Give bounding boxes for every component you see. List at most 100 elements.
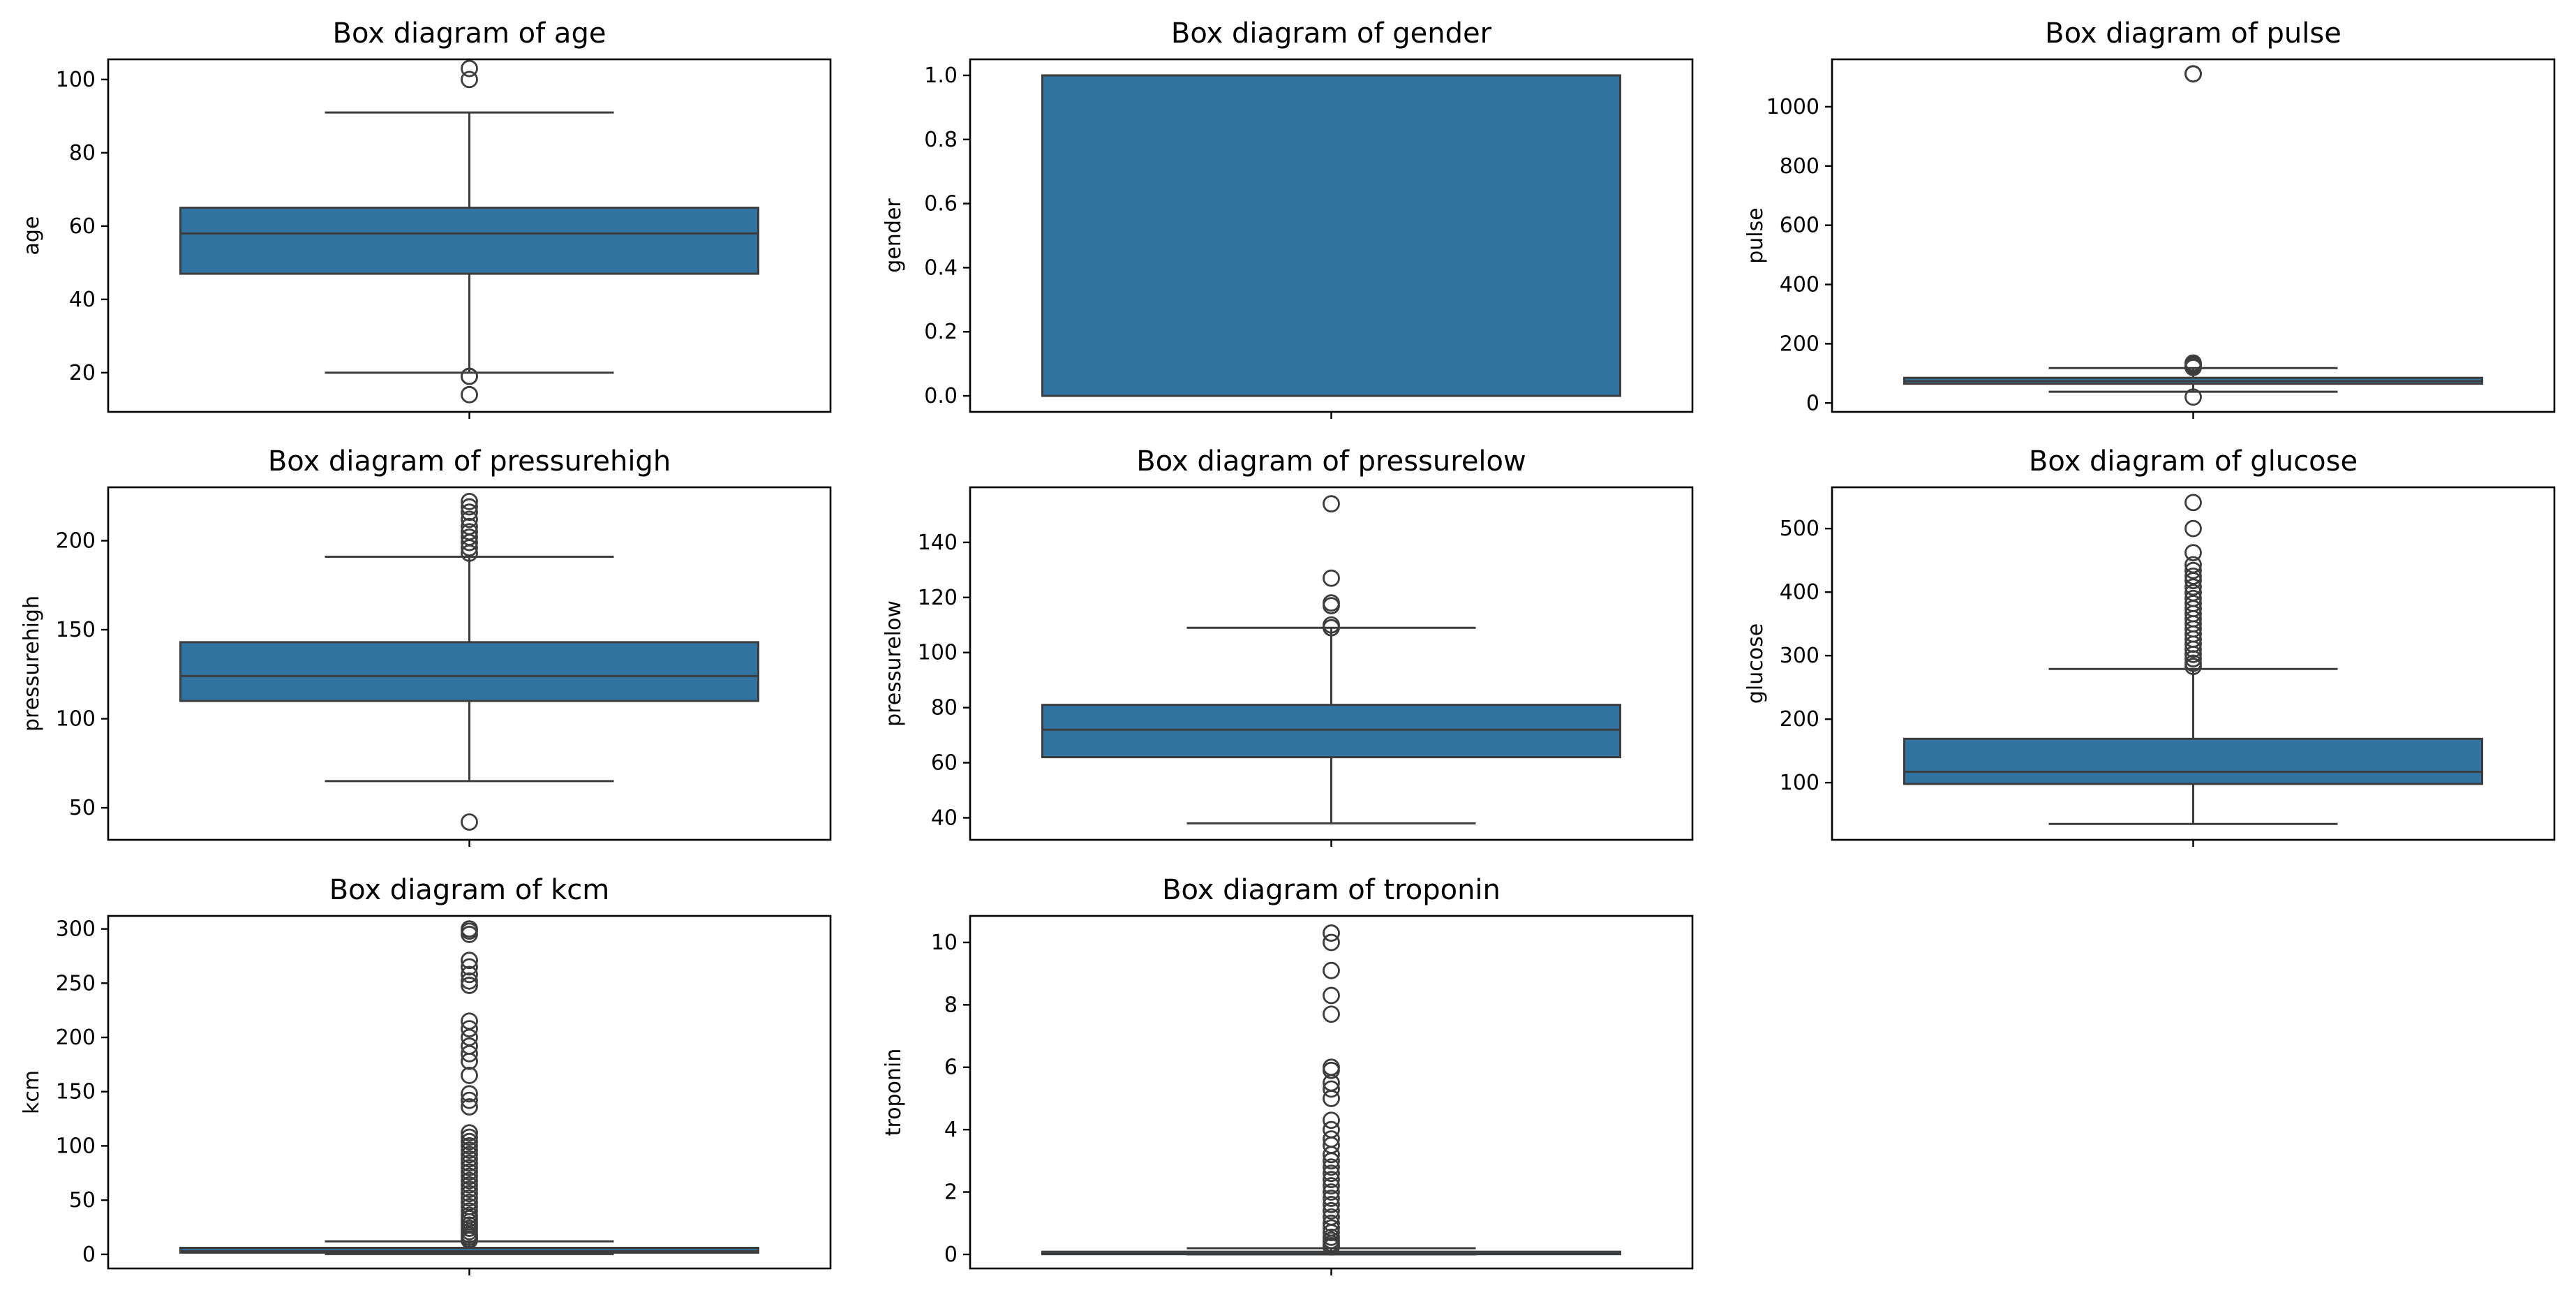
- subplot-kcm: Box diagram of kcm kcm 0 50 100 150 200 250 300: [20, 874, 832, 1275]
- y-tick-label: 0: [1806, 391, 1819, 415]
- outlier-point: [461, 503, 478, 521]
- outlier-point: [461, 544, 478, 562]
- outlier-point: [461, 1163, 478, 1181]
- outlier-point: [1323, 1183, 1340, 1201]
- outlier-point: [461, 1189, 478, 1207]
- y-tick-label: 50: [69, 1188, 96, 1213]
- outlier-point: [2184, 572, 2202, 590]
- y-tick-label: 80: [69, 141, 96, 165]
- subplot-gender: Box diagram of gender gender 0.0 0.2 0.4 0.6 0…: [881, 17, 1694, 419]
- y-axis-label: pressurehigh: [20, 595, 44, 732]
- chart-title: Box diagram of troponin: [1162, 874, 1501, 906]
- y-tick-label: 200: [56, 1026, 96, 1050]
- outlier-point: [461, 510, 478, 528]
- outlier-point: [2184, 388, 2202, 406]
- y-tick-label: 0: [944, 1243, 958, 1267]
- outlier-point: [1323, 1152, 1340, 1170]
- outlier-point: [461, 926, 478, 943]
- chart-title: Box diagram of pressurehigh: [268, 445, 671, 478]
- outlier-point: [1323, 1190, 1340, 1207]
- outlier-point: [1323, 1195, 1340, 1213]
- outlier-point: [461, 533, 478, 552]
- chart-title: Box diagram of pulse: [2045, 17, 2342, 50]
- y-axis-label: age: [20, 216, 44, 256]
- y-tick-label: 10: [931, 931, 958, 955]
- y-tick-label: 100: [56, 707, 96, 732]
- y-tick-label: 100: [56, 68, 96, 92]
- outlier-point: [461, 1067, 478, 1084]
- y-axis-label: kcm: [20, 1070, 44, 1114]
- y-tick-label: 1.0: [924, 64, 958, 88]
- plot-frame: [1831, 486, 2556, 841]
- y-axis-label: gender: [881, 198, 906, 273]
- outlier-point: [2184, 519, 2202, 538]
- subplot-age: Box diagram of age age 20 40 60 80 100: [20, 17, 832, 419]
- outlier-point: [461, 1176, 478, 1194]
- outlier-point: [461, 1137, 478, 1155]
- y-tick-label: 140: [918, 531, 958, 555]
- y-axis-label: glucose: [1743, 623, 1768, 704]
- y-tick-label: 0.4: [924, 256, 958, 280]
- outlier-point: [461, 1085, 478, 1103]
- outlier-point: [461, 1159, 478, 1176]
- plot-frame: [1831, 58, 2556, 413]
- y-tick-label: 300: [56, 917, 96, 942]
- y-tick-label: 40: [931, 806, 958, 830]
- plot-frame: [107, 486, 832, 841]
- y-tick-label: 600: [1780, 214, 1819, 238]
- outlier-point: [461, 1167, 478, 1185]
- outlier-point: [2184, 561, 2202, 579]
- y-tick-label: 0: [82, 1243, 96, 1267]
- outlier-point: [1323, 1224, 1340, 1242]
- outlier-point: [1323, 495, 1340, 513]
- outlier-point: [2184, 658, 2202, 675]
- outlier-point: [1323, 1146, 1340, 1164]
- subplot-pulse: Box diagram of pulse pulse 0 200 400 600 800 10…: [1743, 17, 2556, 419]
- y-tick-label: 4: [944, 1118, 958, 1142]
- y-tick-label: 150: [56, 618, 96, 642]
- y-tick-label: 150: [56, 1080, 96, 1104]
- outlier-point: [2184, 650, 2202, 668]
- outlier-point: [1323, 1111, 1340, 1130]
- plot-frame: [969, 58, 1694, 413]
- outlier-point: [461, 71, 478, 89]
- outlier-point: [461, 813, 478, 831]
- outlier-point: [461, 539, 478, 557]
- outlier-point: [1323, 933, 1340, 952]
- outlier-point: [461, 367, 478, 385]
- outlier-point: [461, 1091, 478, 1109]
- outlier-point: [461, 1202, 478, 1220]
- outlier-point: [461, 498, 478, 516]
- y-tick-label: 50: [69, 796, 96, 820]
- outlier-point: [461, 1098, 478, 1116]
- outlier-point: [461, 1146, 478, 1164]
- y-tick-label: 0.8: [924, 128, 958, 152]
- outlier-point: [461, 977, 478, 994]
- y-tick-label: 8: [944, 993, 958, 1017]
- iqr-box: [179, 207, 759, 275]
- y-tick-label: 0.6: [924, 192, 958, 216]
- plot-frame: [107, 915, 832, 1270]
- chart-title: Box diagram of pressurelow: [1136, 445, 1526, 478]
- outlier-point: [461, 385, 478, 404]
- outlier-point: [461, 1020, 478, 1037]
- outlier-point: [1323, 1090, 1340, 1107]
- outlier-point: [1323, 1005, 1340, 1023]
- outlier-point: [2184, 358, 2202, 376]
- plot-frame: [969, 486, 1694, 841]
- plot-frame: [969, 915, 1694, 1270]
- outlier-point: [461, 965, 478, 984]
- y-tick-label: 80: [931, 696, 958, 720]
- y-tick-label: 40: [69, 288, 96, 312]
- y-axis-label: pressurelow: [881, 600, 906, 727]
- outlier-point: [461, 1231, 478, 1249]
- y-tick-label: 60: [69, 214, 96, 239]
- y-axis-label: pulse: [1743, 207, 1768, 263]
- y-tick-label: 200: [1780, 332, 1819, 356]
- plot-frame: [107, 58, 832, 413]
- outlier-point: [2184, 567, 2202, 585]
- outlier-point: [2184, 645, 2202, 663]
- outlier-point: [1323, 1158, 1340, 1176]
- iqr-box: [1903, 737, 2483, 785]
- outlier-point: [1323, 619, 1340, 637]
